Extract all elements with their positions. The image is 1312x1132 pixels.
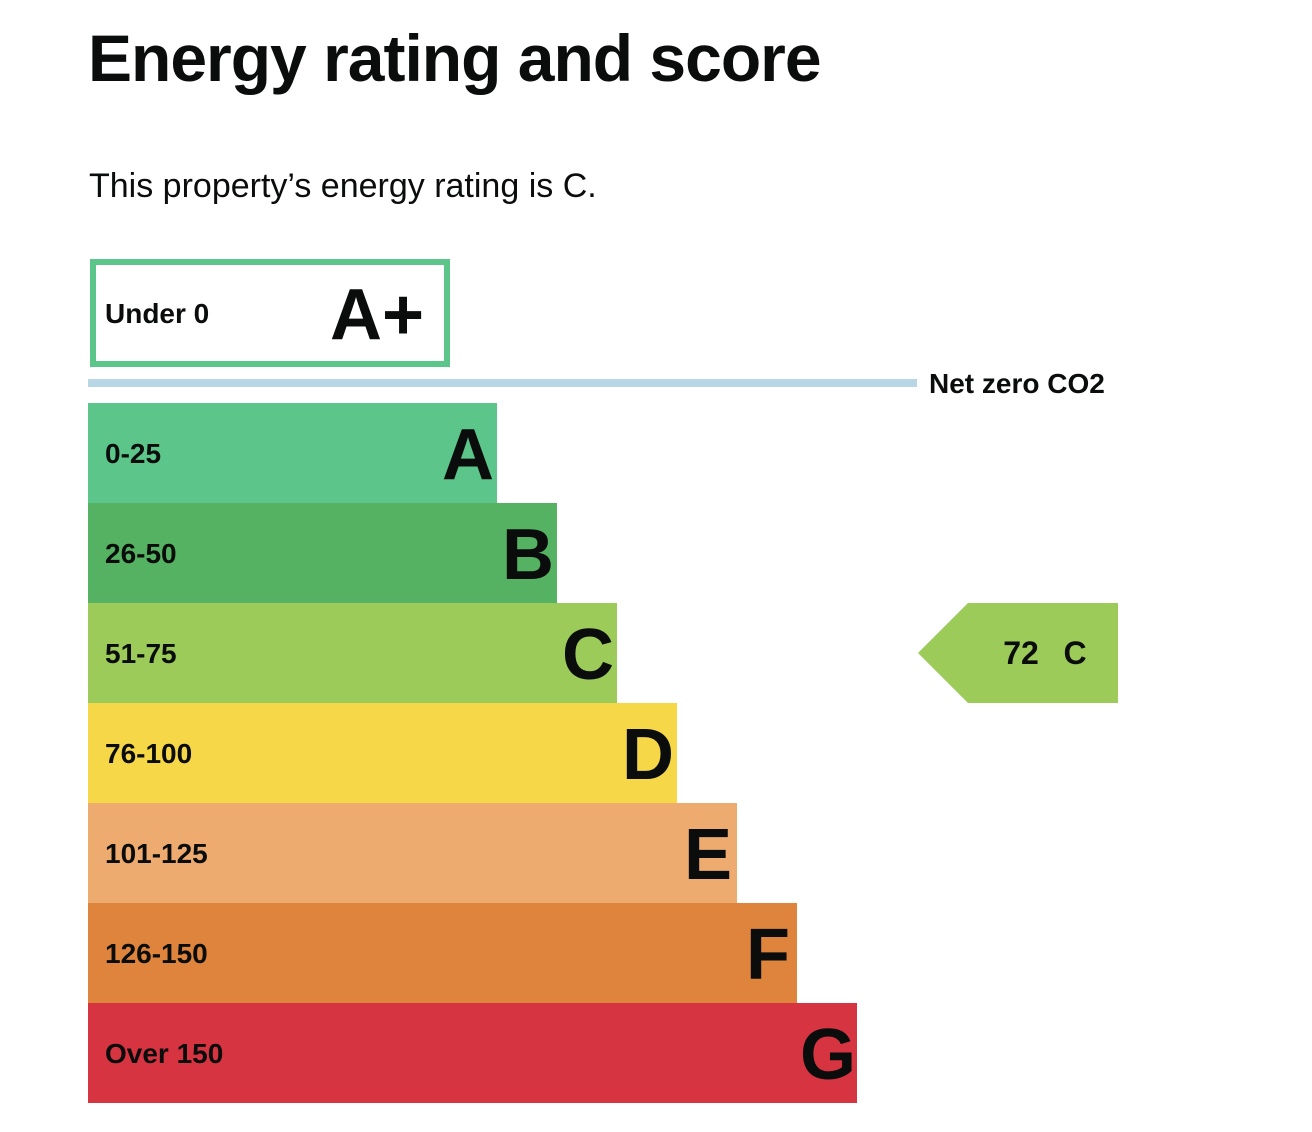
band-f-range: 126-150 <box>105 938 208 969</box>
band-a: 0-25 A <box>88 403 497 503</box>
band-a-plus-letter: A+ <box>330 275 424 355</box>
band-b-bar <box>88 503 557 603</box>
band-e-letter: E <box>684 815 732 895</box>
band-b-letter: B <box>502 515 554 595</box>
band-d-range: 76-100 <box>105 738 192 769</box>
rating-bands: 0-25 A 26-50 B 51-75 C 76-100 D 101-125 E 126-150 F… <box>88 403 857 1103</box>
band-e: 101-125 E <box>88 803 737 903</box>
band-c-bar <box>88 603 617 703</box>
energy-rating-summary: This property’s energy rating is C. <box>89 167 597 205</box>
band-a-plus-range: Under 0 <box>105 298 209 329</box>
band-c-letter: C <box>562 615 614 695</box>
band-a-plus-box <box>90 259 450 367</box>
current-rating-letter: C <box>1063 635 1086 671</box>
band-g-bar <box>88 1003 857 1103</box>
current-rating-indicator: 72 C <box>918 603 1118 703</box>
band-f-letter: F <box>746 915 790 995</box>
net-zero-marker: Net zero CO2 <box>88 368 1105 399</box>
band-a-letter: A <box>442 415 494 495</box>
band-g: Over 150 G <box>88 1003 857 1103</box>
band-d-bar <box>88 703 677 803</box>
band-g-letter: G <box>800 1015 856 1095</box>
band-c: 51-75 C <box>88 603 617 703</box>
band-a-plus: Under 0 A+ <box>90 259 450 367</box>
band-b-range: 26-50 <box>105 538 177 569</box>
current-rating-score: 72 <box>1003 635 1039 671</box>
band-f-bar <box>88 903 797 1003</box>
band-d: 76-100 D <box>88 703 677 803</box>
band-b: 26-50 B <box>88 503 557 603</box>
band-e-range: 101-125 <box>105 838 208 869</box>
band-d-letter: D <box>622 715 674 795</box>
band-c-range: 51-75 <box>105 638 177 669</box>
band-g-range: Over 150 <box>105 1038 223 1069</box>
page-title: Energy rating and score <box>88 21 822 95</box>
band-a-range: 0-25 <box>105 438 161 469</box>
band-f: 126-150 F <box>88 903 797 1003</box>
net-zero-label: Net zero CO2 <box>929 368 1105 399</box>
band-a-bar <box>88 403 497 503</box>
current-rating-arrow <box>918 603 1118 703</box>
band-e-bar <box>88 803 737 903</box>
